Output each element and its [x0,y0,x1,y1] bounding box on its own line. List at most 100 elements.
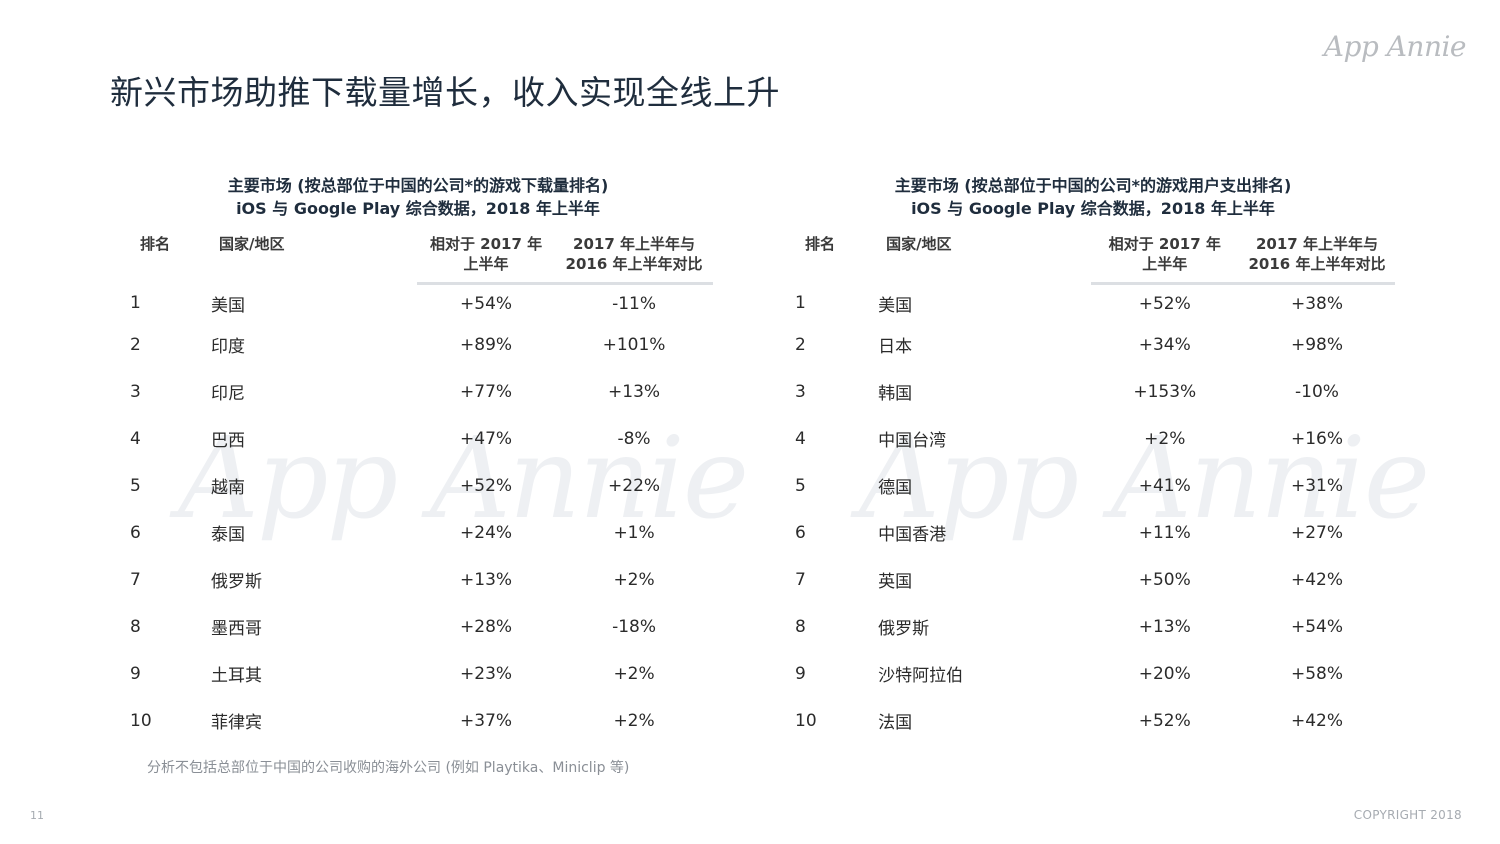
change-2017-vs-2016-cell: -8% [617,428,651,449]
country-cell: 韩国 [878,384,913,404]
change-vs-2017-cell: +23% [460,663,513,684]
country-cell: 德国 [878,478,913,498]
rank-cell: 10 [795,710,817,731]
change-vs-2017-cell: +20% [1138,663,1191,684]
change-vs-2017-cell: +52% [1138,294,1191,314]
change-2017-vs-2016-cell: +42% [1290,710,1343,731]
rank-cell: 4 [795,428,806,449]
change-vs-2017-cell: +13% [460,569,513,590]
country-cell: 英国 [878,572,913,592]
page-number: 11 [30,809,44,822]
change-2017-vs-2016-cell: +27% [1290,522,1343,543]
page-title: 新兴市场助推下载量增长，收入实现全线上升 [110,73,780,112]
table-row: 8 墨西哥 +28% -18% [128,603,713,650]
table-row: 2 印度 +89% +101% [128,321,713,368]
spend-table-title: 主要市场 (按总部位于中国的公司*的游戏用户支出排名) iOS 与 Google… [793,174,1393,220]
change-vs-2017-cell: +41% [1138,475,1191,496]
table-row: 4 中国台湾 +2% +16% [793,415,1395,462]
rank-cell: 2 [130,334,141,355]
rank-cell: 5 [130,475,141,496]
spend-ranking-panel: 主要市场 (按总部位于中国的公司*的游戏用户支出排名) iOS 与 Google… [793,174,1430,733]
downloads-ranking-table: 排名 国家/地区 相对于 2017 年 上半年 2017 年上半年与 2016 … [128,234,713,744]
country-cell: 墨西哥 [210,619,262,639]
change-vs-2017-cell: +47% [460,428,513,449]
header-vs-2017-h1: 相对于 2017 年 上半年 [1090,234,1239,285]
country-cell: 中国台湾 [878,431,947,451]
table-row: 9 土耳其 +23% +2% [128,650,713,697]
rank-cell: 8 [130,616,141,637]
rank-cell: 8 [795,616,806,637]
table-row: 7 英国 +50% +42% [793,556,1395,603]
app-annie-logo: App Annie [1323,30,1467,63]
change-vs-2017-cell: +11% [1138,522,1191,543]
country-cell: 俄罗斯 [878,619,930,639]
rank-cell: 9 [795,663,806,684]
footnote: 分析不包括总部位于中国的公司收购的海外公司 (例如 Playtika、Minic… [147,760,630,776]
table-row: 6 中国香港 +11% +27% [793,509,1395,556]
rank-cell: 10 [130,710,152,731]
header-country: 国家/地区 [886,235,952,253]
spend-table-title-line2: iOS 与 Google Play 综合数据，2018 年上半年 [911,199,1275,218]
change-vs-2017-cell: +52% [1138,710,1191,731]
rank-cell: 4 [130,428,141,449]
change-vs-2017-cell: +2% [1144,428,1186,449]
change-vs-2017-cell: +153% [1133,381,1197,402]
downloads-table-title-line1: 主要市场 (按总部位于中国的公司*的游戏下载量排名) [227,176,609,195]
country-cell: 菲律宾 [210,713,262,733]
change-vs-2017-cell: +37% [460,710,513,731]
change-2017-vs-2016-cell: +1% [613,522,655,543]
table-row: 4 巴西 +47% -8% [128,415,713,462]
rank-cell: 7 [795,569,806,590]
country-cell: 印尼 [210,384,245,404]
table-header-row: 排名 国家/地区 相对于 2017 年 上半年 2017 年上半年与 2016 … [128,234,713,285]
rank-cell: 1 [130,293,141,314]
change-vs-2017-cell: +77% [460,381,513,402]
country-cell: 泰国 [210,525,245,545]
country-cell: 美国 [210,295,245,316]
table-row: 2 日本 +34% +98% [793,321,1395,368]
country-cell: 俄罗斯 [210,572,262,592]
country-cell: 日本 [878,337,913,357]
change-2017-vs-2016-cell: -18% [612,616,656,637]
change-2017-vs-2016-cell: -11% [612,294,656,314]
rank-cell: 6 [130,522,141,543]
rank-cell: 6 [795,522,806,543]
change-vs-2017-cell: +34% [1138,334,1191,355]
table-row: 5 德国 +41% +31% [793,462,1395,509]
header-vs-2017-h1: 相对于 2017 年 上半年 [417,234,556,285]
change-2017-vs-2016-cell: +2% [613,663,655,684]
downloads-table-title: 主要市场 (按总部位于中国的公司*的游戏下载量排名) iOS 与 Google … [128,174,708,220]
country-cell: 中国香港 [878,525,947,545]
change-2017-vs-2016-cell: +98% [1290,334,1343,355]
rank-cell: 7 [130,569,141,590]
table-row: 5 越南 +52% +22% [128,462,713,509]
table-row: 10 法国 +52% +42% [793,697,1395,744]
country-cell: 越南 [210,478,245,498]
change-2017-vs-2016-cell: +54% [1290,616,1343,637]
change-2017-vs-2016-cell: +38% [1290,294,1343,314]
rank-cell: 3 [130,381,141,402]
downloads-table-title-line2: iOS 与 Google Play 综合数据，2018 年上半年 [236,199,600,218]
spend-ranking-table: 排名 国家/地区 相对于 2017 年 上半年 2017 年上半年与 2016 … [793,234,1395,744]
rank-cell: 3 [795,381,806,402]
table-row: 10 菲律宾 +37% +2% [128,697,713,744]
country-cell: 巴西 [210,431,245,451]
change-2017-vs-2016-cell: -10% [1295,381,1339,402]
header-2017-vs-2016: 2017 年上半年与 2016 年上半年对比 [555,234,713,285]
country-cell: 土耳其 [210,666,262,686]
country-cell: 印度 [210,337,245,357]
table-row: 3 印尼 +77% +13% [128,368,713,415]
change-2017-vs-2016-cell: +13% [608,381,661,402]
table-row: 3 韩国 +153% -10% [793,368,1395,415]
change-vs-2017-cell: +52% [460,475,513,496]
header-country: 国家/地区 [218,235,285,253]
country-cell: 法国 [878,713,913,733]
change-2017-vs-2016-cell: +58% [1290,663,1343,684]
header-rank: 排名 [805,235,836,253]
change-2017-vs-2016-cell: +16% [1290,428,1343,449]
change-2017-vs-2016-cell: +101% [602,334,666,355]
change-vs-2017-cell: +28% [460,616,513,637]
table-row: 6 泰国 +24% +1% [128,509,713,556]
table-row: 1 美国 +54% -11% [128,284,713,322]
change-2017-vs-2016-cell: +2% [613,569,655,590]
